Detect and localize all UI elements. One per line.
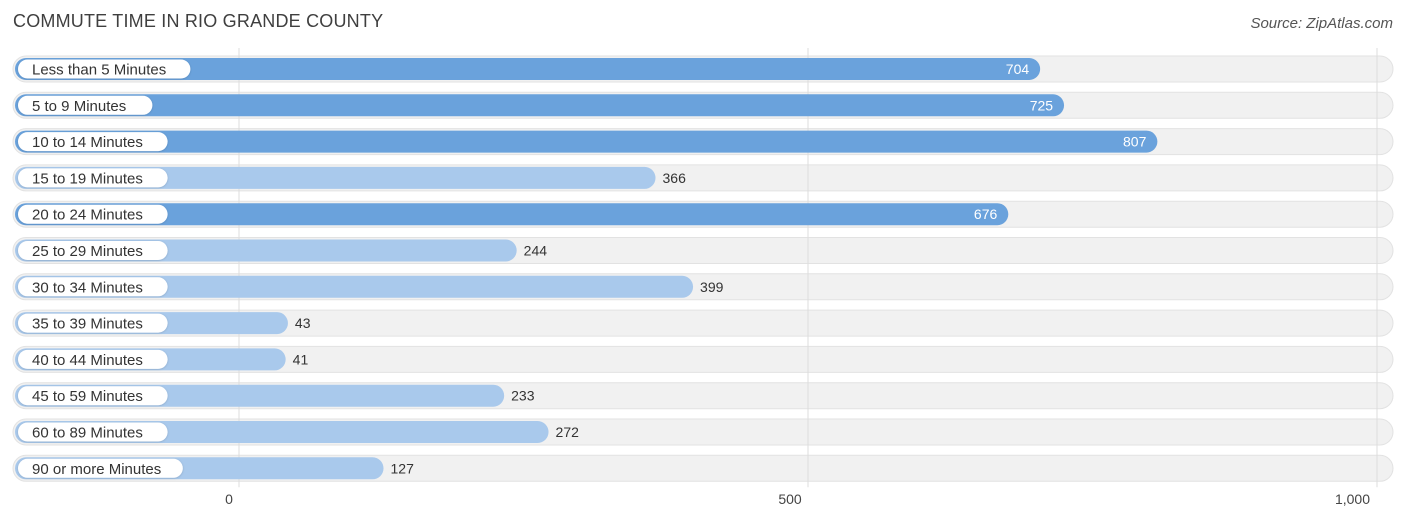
bar (15, 166, 656, 189)
bar-label-pill (18, 386, 168, 406)
bar-value-label: 43 (295, 315, 311, 331)
bar-value-label: 366 (663, 170, 687, 186)
bar-label-pill (18, 241, 168, 260)
bar-label-pill (18, 168, 168, 188)
bar-value-label: 399 (700, 279, 724, 295)
bar-category-label: 5 to 9 Minutes (32, 98, 126, 115)
bar-category-label: 35 to 39 Minutes (32, 316, 143, 333)
axis-tick-label: 0 (225, 491, 233, 507)
bar-label-pill (18, 59, 191, 79)
bar-category-label: 60 to 89 Minutes (32, 425, 143, 442)
bar-category-label: 20 to 24 Minutes (32, 207, 143, 224)
bar (15, 275, 694, 298)
bar-value-label: 233 (511, 388, 535, 404)
bar (15, 94, 1065, 117)
source-label: Source: ZipAtlas.com (1250, 15, 1393, 32)
axis-tick-label: 500 (778, 491, 802, 507)
bar-track (12, 345, 1394, 373)
bar-category-label: 40 to 44 Minutes (32, 352, 143, 369)
bar-label-pill (18, 204, 168, 224)
bar-label-pill (18, 313, 168, 333)
bar-value-label: 704 (1006, 61, 1030, 77)
axis-tick-label: 1,000 (1335, 491, 1370, 507)
bar-value-label: 676 (974, 206, 998, 222)
bar-category-label: 10 to 14 Minutes (32, 134, 143, 151)
bar-category-label: 90 or more Minutes (32, 461, 161, 478)
bar-value-label: 127 (391, 460, 415, 476)
bar-value-label: 725 (1030, 97, 1054, 113)
bar (15, 203, 1009, 226)
bar-category-label: Less than 5 Minutes (32, 62, 166, 79)
bar-label-pill (18, 349, 168, 369)
bar-value-label: 272 (556, 424, 580, 440)
bar-value-label: 41 (293, 351, 309, 367)
bar (15, 58, 1041, 80)
bar-label-pill (18, 422, 168, 442)
bar-category-label: 15 to 19 Minutes (32, 170, 143, 187)
bar-label-pill (18, 458, 183, 478)
bar-label-pill (18, 132, 168, 152)
bar-track (12, 309, 1394, 337)
bar-category-label: 45 to 59 Minutes (32, 388, 143, 405)
chart-title: COMMUTE TIME IN RIO GRANDE COUNTY (13, 11, 384, 31)
bar-value-label: 244 (524, 243, 548, 259)
bar-label-pill (18, 95, 153, 115)
bar-value-label: 807 (1123, 134, 1147, 150)
bar-label-pill (18, 277, 168, 297)
bar-category-label: 25 to 29 Minutes (32, 243, 143, 260)
bar (15, 130, 1158, 153)
bar-category-label: 30 to 34 Minutes (32, 279, 143, 296)
